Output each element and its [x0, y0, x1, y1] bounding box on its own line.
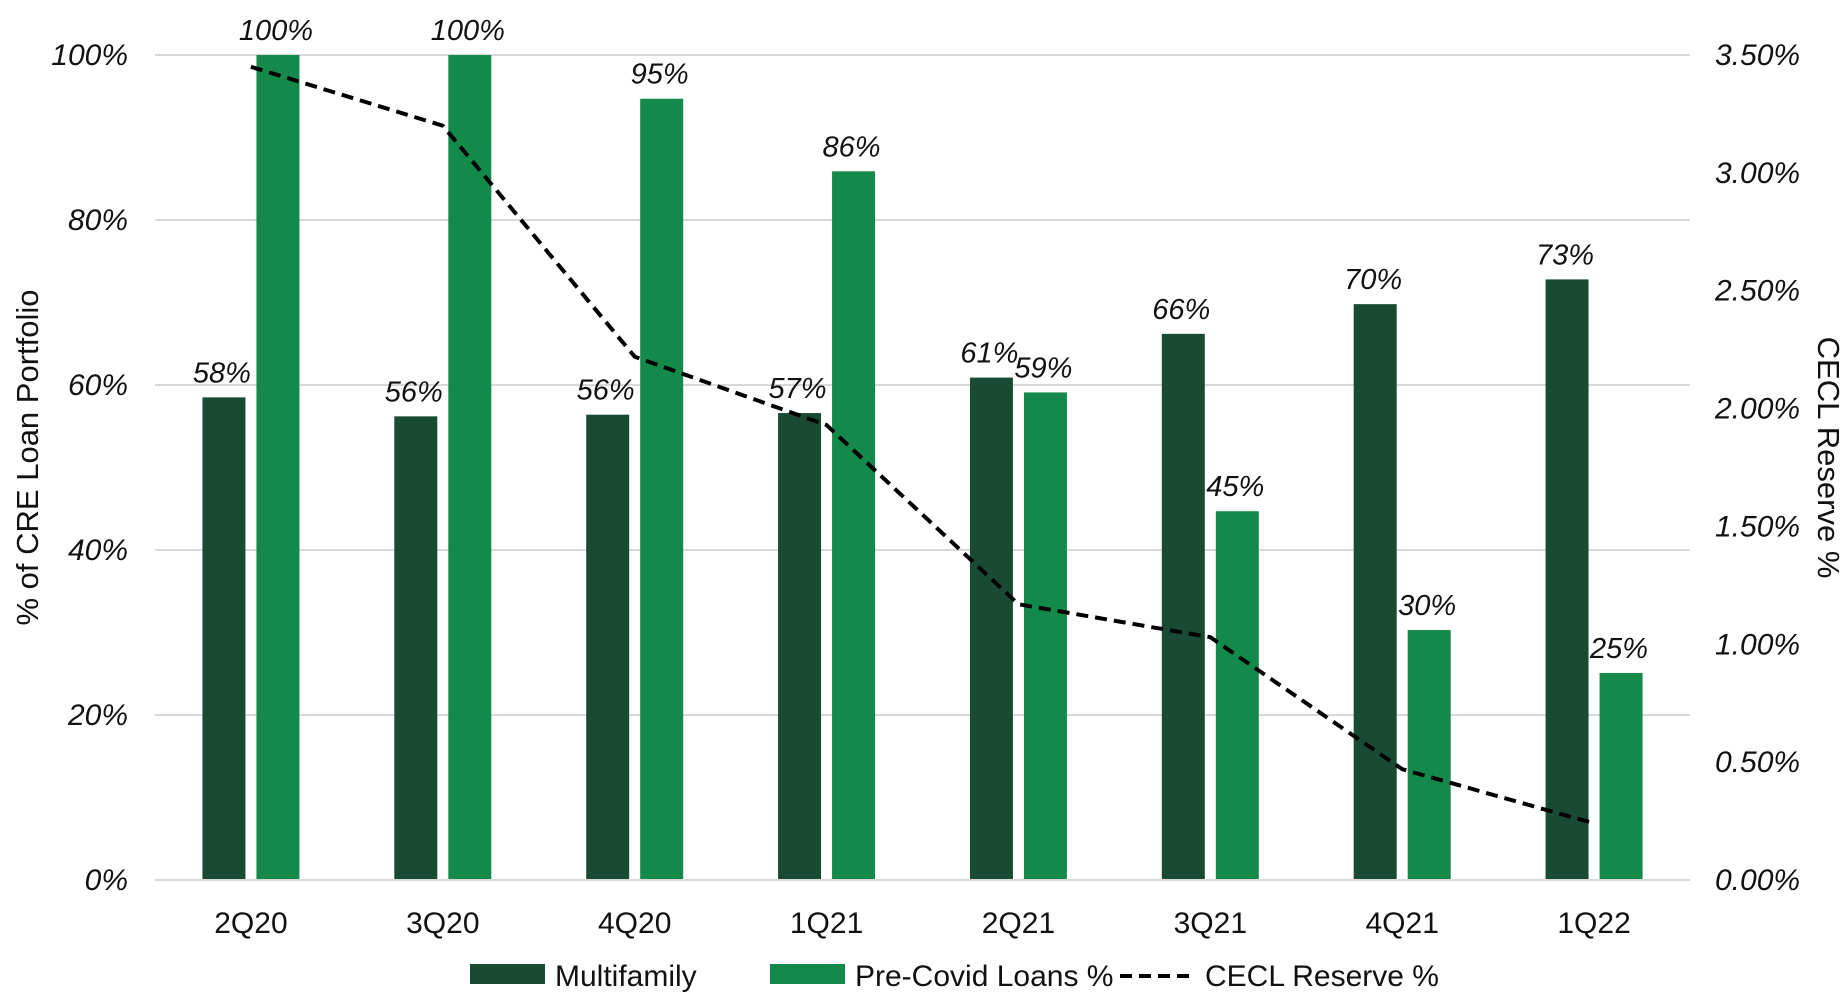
legend-cecl-reserve-label: CECL Reserve %: [1205, 960, 1439, 993]
data-label: 56%: [385, 376, 443, 408]
bar-pre-covid-loans[interactable]: [1215, 511, 1259, 880]
y-axis-left-tick-label: 80%: [68, 204, 128, 237]
bar-pre-covid-loans[interactable]: [1599, 672, 1643, 880]
data-label: 45%: [1206, 471, 1264, 503]
data-label: 30%: [1398, 590, 1456, 622]
y-axis-left-title: % of CRE Loan Portfolio: [10, 289, 45, 625]
data-label: 56%: [577, 375, 635, 407]
legend-pre-covid-loans-swatch: [770, 964, 845, 984]
x-axis-tick-label: 4Q21: [1365, 907, 1438, 940]
data-label: 95%: [631, 59, 689, 91]
y-axis-left-tick-label: 0%: [85, 864, 128, 897]
bar-multifamily[interactable]: [1545, 279, 1589, 880]
x-axis-tick-label: 2Q20: [214, 907, 287, 940]
bar-multifamily[interactable]: [1353, 304, 1397, 880]
y-axis-right-tick-label: 1.00%: [1715, 628, 1800, 661]
data-label: 61%: [960, 338, 1018, 370]
data-label: 100%: [431, 15, 505, 47]
bar-pre-covid-loans[interactable]: [1023, 392, 1067, 880]
y-axis-left-tick-label: 100%: [51, 39, 128, 72]
bar-multifamily[interactable]: [586, 414, 630, 880]
bar-multifamily[interactable]: [1161, 333, 1205, 881]
y-axis-left-tick-label: 20%: [67, 699, 128, 732]
y-axis-left-tick-label: 60%: [68, 369, 128, 402]
data-label: 58%: [193, 357, 251, 389]
data-label: 100%: [239, 15, 313, 47]
y-axis-right-tick-label: 3.50%: [1715, 39, 1800, 72]
bar-pre-covid-loans[interactable]: [640, 98, 684, 881]
legend-multifamily-swatch: [470, 964, 545, 984]
x-axis-tick-label: 3Q20: [406, 907, 479, 940]
x-axis-tick-label: 1Q21: [790, 907, 863, 940]
legend-multifamily-label: Multifamily: [555, 960, 697, 993]
data-label: 25%: [1589, 633, 1648, 665]
bar-multifamily[interactable]: [202, 397, 246, 880]
data-label: 86%: [823, 131, 881, 163]
x-axis-tick-label: 4Q20: [598, 907, 671, 940]
bar-pre-covid-loans[interactable]: [1407, 630, 1451, 880]
y-axis-right-tick-label: 1.50%: [1715, 510, 1800, 543]
bar-multifamily[interactable]: [778, 413, 822, 880]
y-axis-right-tick-label: 0.50%: [1715, 746, 1800, 779]
bar-multifamily[interactable]: [394, 416, 438, 880]
y-axis-right-title: CECL Reserve %: [1811, 337, 1846, 579]
y-axis-right-tick-label: 0.00%: [1715, 864, 1800, 897]
data-label: 70%: [1344, 264, 1402, 296]
data-label: 73%: [1536, 239, 1594, 271]
data-label: 59%: [1014, 352, 1072, 384]
x-axis-tick-label: 3Q21: [1174, 907, 1247, 940]
bar-multifamily[interactable]: [969, 377, 1013, 880]
data-label: 57%: [769, 373, 827, 405]
y-axis-right-tick-label: 3.00%: [1715, 157, 1800, 190]
bar-pre-covid-loans[interactable]: [832, 171, 876, 880]
y-axis-right-tick-label: 2.00%: [1714, 393, 1800, 426]
bar-pre-covid-loans[interactable]: [448, 55, 492, 880]
line-cecl-reserve[interactable]: [250, 64, 1595, 826]
data-label: 66%: [1152, 294, 1210, 326]
y-axis-right-tick-label: 2.50%: [1714, 275, 1800, 308]
x-axis-tick-label: 1Q22: [1557, 907, 1630, 940]
y-axis-left-tick-label: 40%: [68, 534, 128, 567]
bar-pre-covid-loans[interactable]: [256, 55, 300, 880]
x-axis-tick-label: 2Q21: [982, 907, 1055, 940]
legend-pre-covid-loans-label: Pre-Covid Loans %: [855, 960, 1113, 993]
